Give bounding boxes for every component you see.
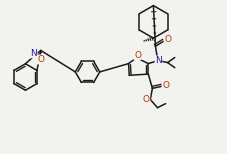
Text: O: O bbox=[163, 35, 170, 44]
Text: O: O bbox=[142, 95, 149, 104]
Text: N: N bbox=[30, 49, 37, 58]
Text: N: N bbox=[154, 56, 161, 65]
Text: O: O bbox=[133, 51, 140, 60]
Text: O: O bbox=[161, 81, 168, 90]
Text: O: O bbox=[37, 55, 44, 64]
